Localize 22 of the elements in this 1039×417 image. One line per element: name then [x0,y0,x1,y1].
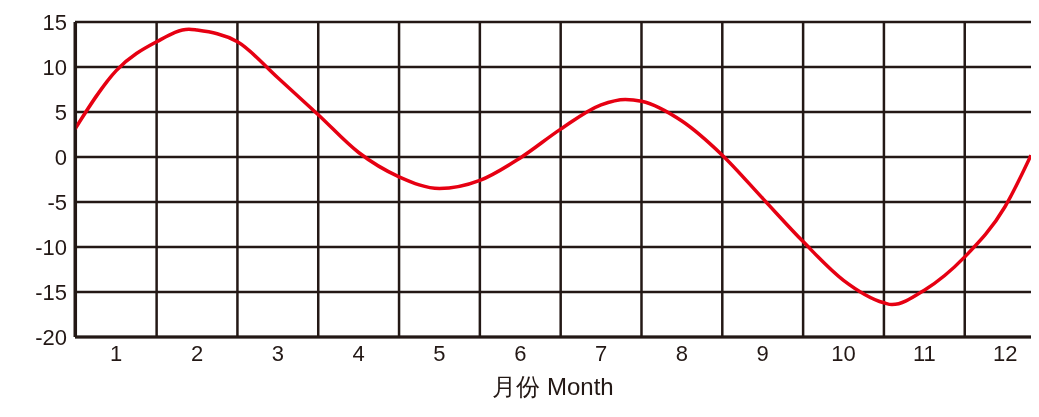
x-axis-title: 月份 Month [492,373,614,400]
y-tick-label: -5 [47,189,67,215]
x-tick-label: 1 [110,340,123,366]
x-tick-label: 9 [756,340,769,366]
y-tick-label: -15 [35,279,67,305]
y-tick-label: -20 [35,324,67,350]
x-tick-label: 7 [594,340,608,366]
x-tick-label: 2 [190,340,204,366]
x-tick-label: 10 [831,340,856,366]
y-tick-label: 15 [42,9,67,35]
x-tick-label: 8 [675,340,689,366]
x-tick-label: 5 [433,340,446,366]
x-tick-label: 4 [352,340,365,366]
y-tick-label: -10 [35,234,67,260]
line-series [75,27,1031,307]
x-tick-label: 11 [912,340,936,366]
y-tick-label: 10 [42,54,67,80]
y-tick-label: 5 [54,99,67,125]
x-tick-label: 12 [992,340,1018,366]
y-tick-label: 0 [54,144,67,170]
x-tick-label: 3 [271,340,284,366]
x-tick-label: 6 [514,340,527,366]
